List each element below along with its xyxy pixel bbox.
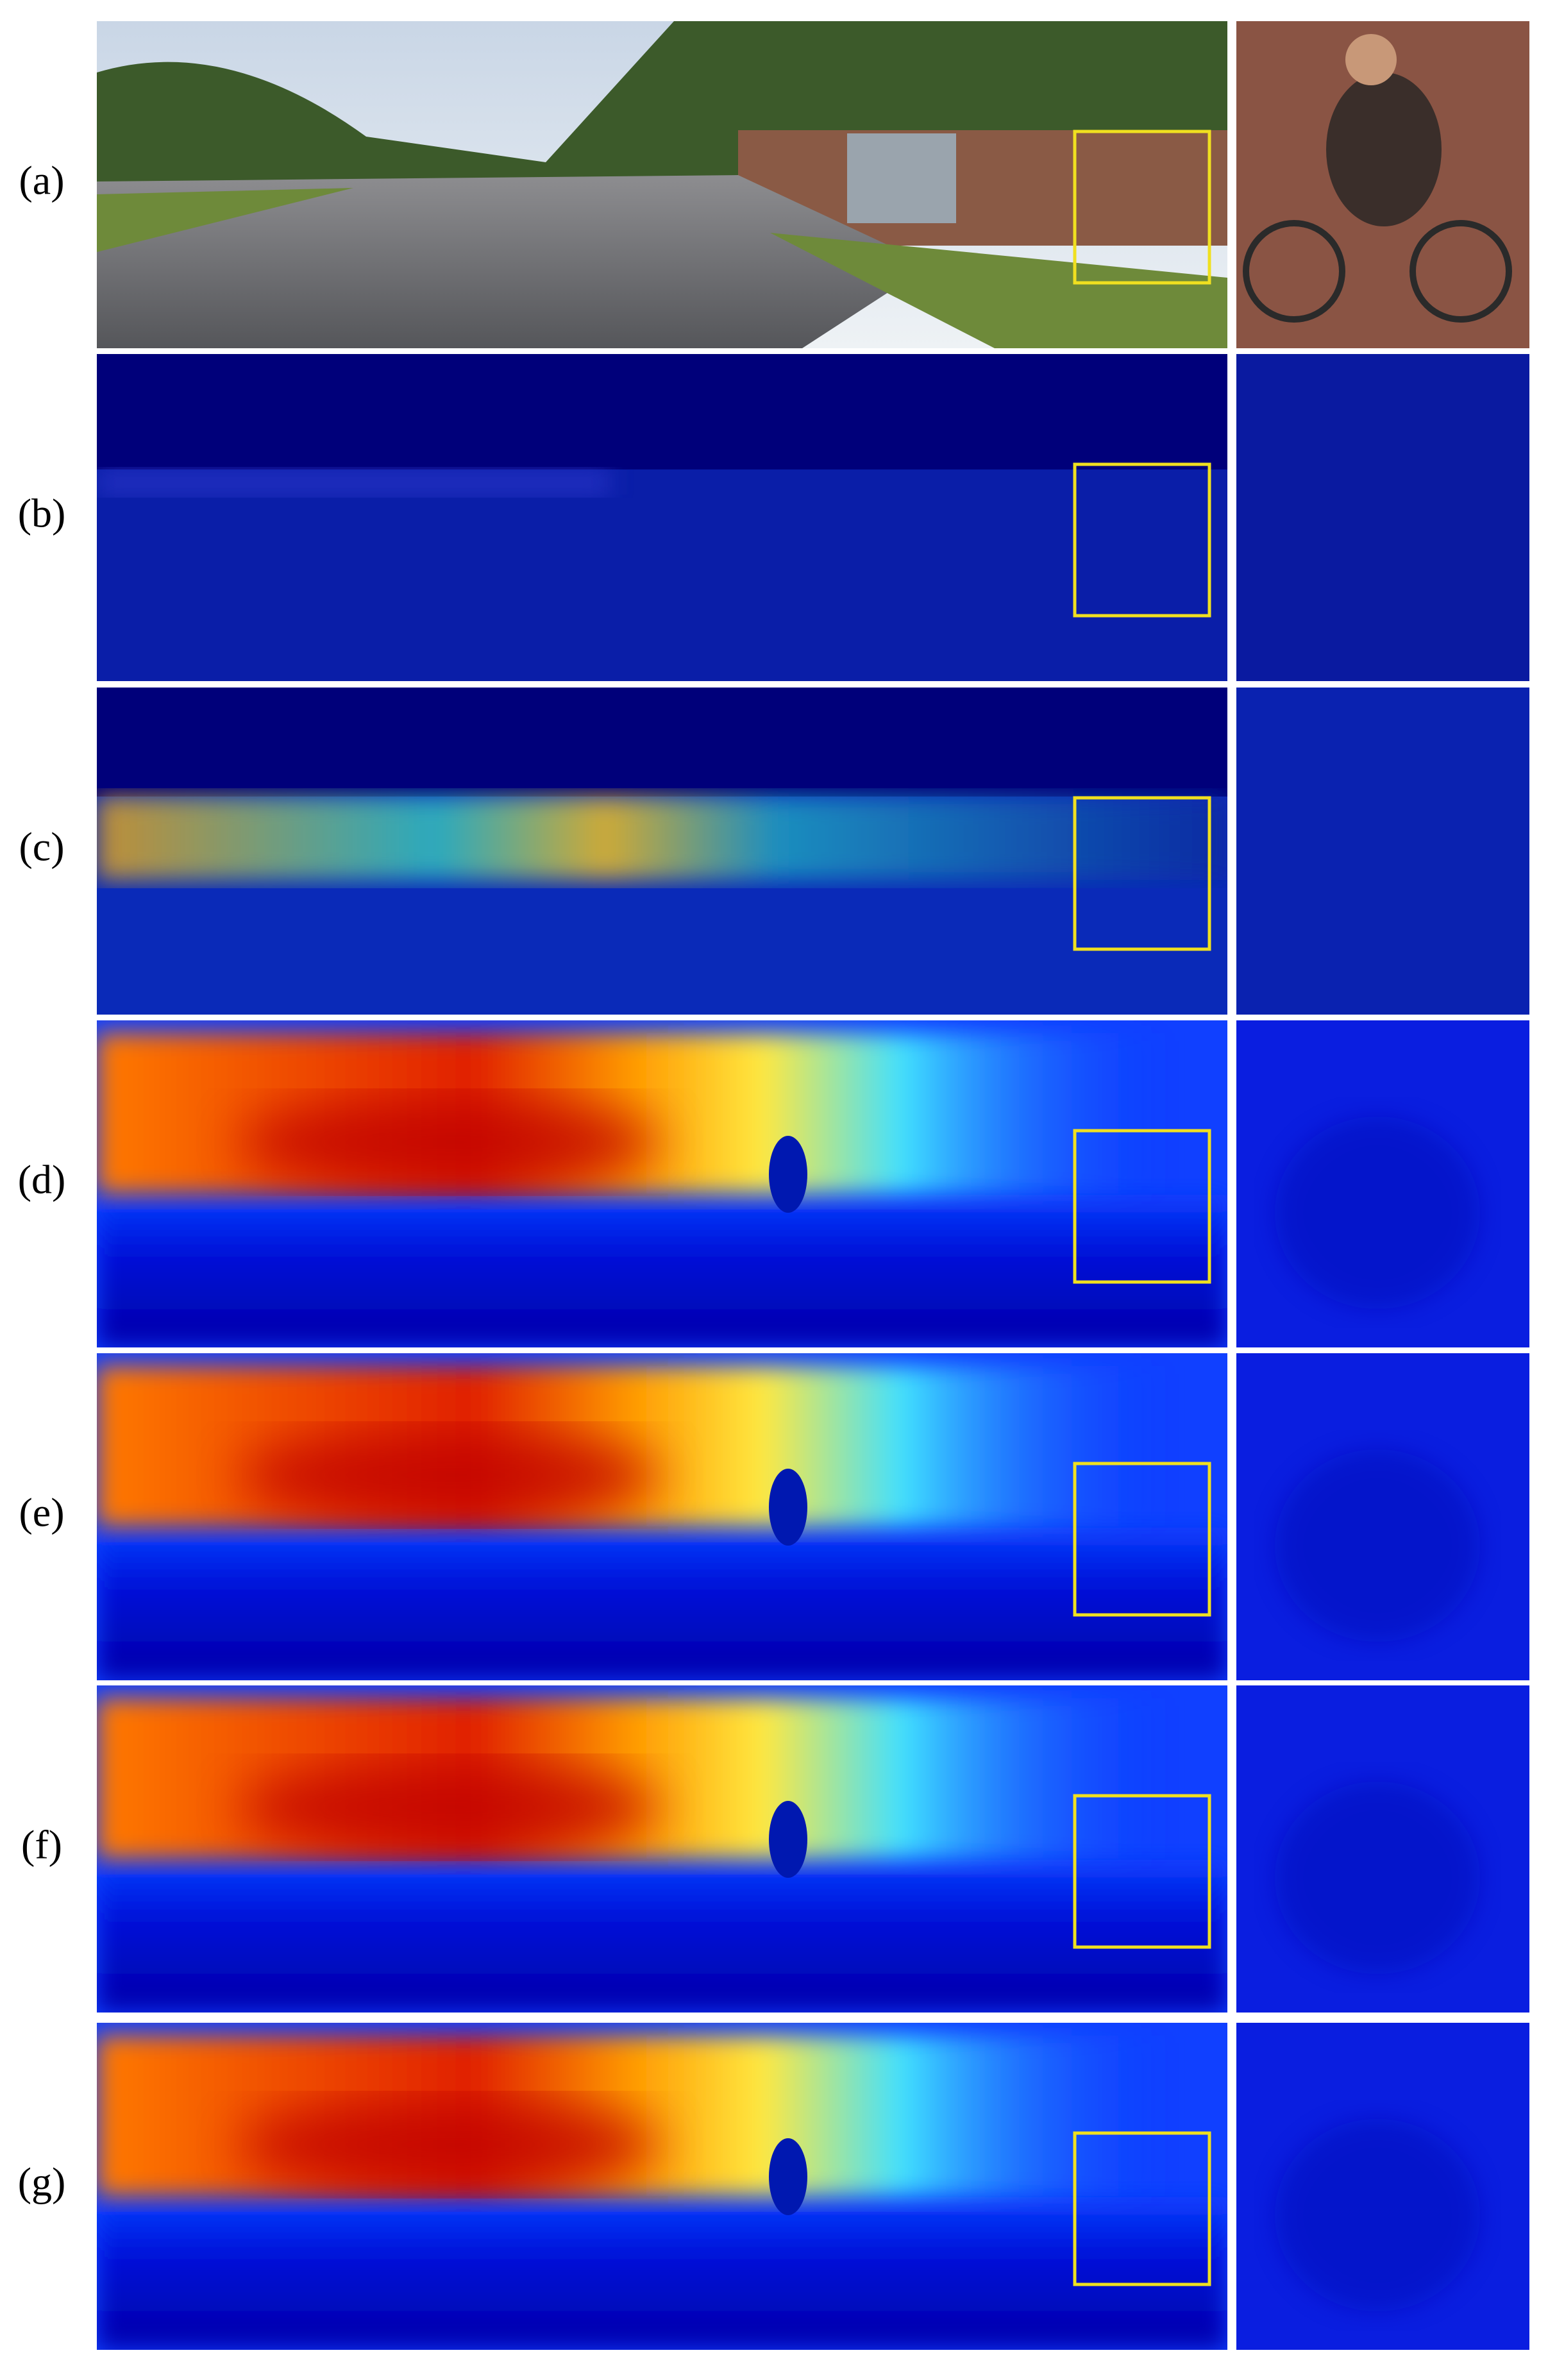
depth-core (238, 1430, 661, 1520)
cyclist (769, 1136, 807, 1213)
row-label: (c) (19, 824, 64, 870)
grass (770, 233, 1227, 348)
highlight-box (1073, 1129, 1211, 1284)
highlight-box (1073, 462, 1211, 618)
row-label: (a) (19, 158, 64, 203)
lidar-far (97, 469, 610, 495)
crop-image (1236, 688, 1529, 1015)
depth-ground (97, 1194, 1227, 1347)
depth-core (238, 1097, 661, 1187)
main-image (97, 2023, 1227, 2350)
main-image (97, 21, 1227, 348)
crop-image (1236, 1020, 1529, 1347)
cyclist (769, 1801, 807, 1878)
crop-image (1236, 2023, 1529, 2350)
row-label: (d) (18, 1157, 66, 1203)
wheel (1243, 220, 1345, 323)
main-image (97, 354, 1227, 681)
row-label: (g) (18, 2159, 66, 2205)
grass-left (97, 188, 353, 252)
crop-shadow (1275, 1449, 1480, 1642)
main-image (97, 1685, 1227, 2013)
depth-far (97, 1366, 1171, 1526)
lidar-points (97, 469, 1227, 681)
depth-far (97, 1698, 1171, 1859)
crop-image (1236, 1353, 1529, 1680)
highlight-box (1073, 796, 1211, 951)
crop-image (1236, 354, 1529, 681)
crop-shadow (1275, 2119, 1480, 2311)
depth-ground (97, 1859, 1227, 2013)
road (97, 175, 930, 348)
crop-shadow (1275, 1782, 1480, 1974)
main-image (97, 1020, 1227, 1347)
main-image (97, 1353, 1227, 1680)
cyclist (769, 1469, 807, 1546)
lidar-band (97, 797, 1227, 880)
highlight-box (1073, 1462, 1211, 1617)
crop-image (1236, 1685, 1529, 2013)
crop-bg (1236, 354, 1529, 681)
crop-image (1236, 21, 1529, 348)
depth-core (238, 1762, 661, 1852)
crop-bg (1236, 688, 1529, 1015)
highlight-box (1073, 1794, 1211, 1949)
highlight-box (1073, 130, 1211, 285)
depth-far (97, 1033, 1171, 1194)
highlight-box (1073, 2131, 1211, 2286)
row-label: (e) (19, 1490, 64, 1535)
cyclist (769, 2138, 807, 2215)
crop-shadow (1275, 1117, 1480, 1309)
depth-ground (97, 2196, 1227, 2350)
gate (847, 133, 956, 223)
wheel (1409, 220, 1512, 323)
row-label: (f) (21, 1822, 62, 1868)
head (1345, 34, 1397, 85)
depth-core (238, 2100, 661, 2190)
depth-ground (97, 1526, 1227, 1680)
row-label: (b) (18, 491, 66, 536)
rider (1326, 72, 1442, 226)
depth-far (97, 2036, 1171, 2196)
main-image (97, 688, 1227, 1015)
